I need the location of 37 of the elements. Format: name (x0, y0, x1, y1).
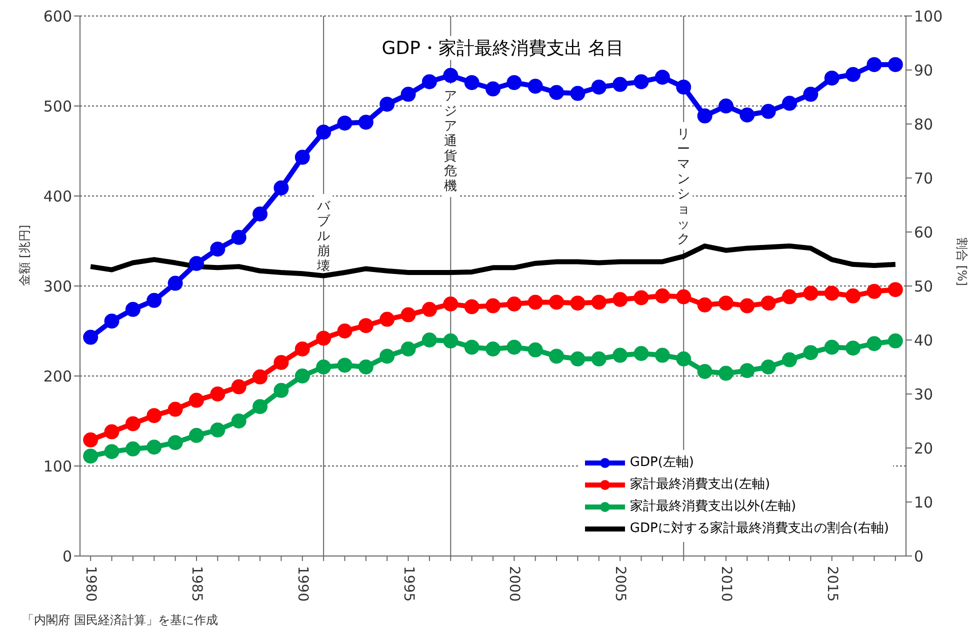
legend-label: 家計最終消費支出(左軸) (630, 476, 770, 494)
y2-tick-label: 70 (914, 169, 934, 188)
y-tick-label: 100 (43, 457, 72, 476)
y2-tick-label: 10 (914, 493, 934, 512)
ref-line-label: アジア通貨危機 (444, 89, 458, 194)
x-tick-label: 2005 (612, 566, 628, 602)
y-tick-label: 500 (43, 97, 72, 116)
x-tick-label: 2015 (824, 566, 840, 602)
y2-tick-label: 40 (914, 331, 934, 350)
x-tick-label: 2010 (718, 566, 734, 602)
x-tick-label: 2000 (506, 566, 522, 602)
text: 「内閣府 国民経済計算」を基に作成 (22, 612, 218, 629)
y2-tick-label: 20 (914, 439, 934, 458)
legend-label: GDPに対する家計最終消費支出の割合(右軸) (630, 520, 889, 538)
y2-tick-label: 0 (914, 547, 924, 566)
y-tick-label: 0 (62, 547, 72, 566)
text: GDP・家計最終消費支出 名目 (358, 36, 648, 60)
x-tick-label: 1995 (400, 566, 416, 602)
legend-label: 家計最終消費支出以外(左軸) (630, 498, 796, 516)
x-tick-label: 1980 (82, 566, 99, 602)
y2-tick-label: 50 (914, 277, 934, 296)
x-tick-label: 1985 (188, 566, 204, 602)
y2-tick-label: 80 (914, 115, 934, 134)
ref-line-label: バブル崩壊 (316, 199, 332, 274)
y-tick-label: 300 (43, 277, 72, 296)
y-axis-title: 金額 [兆円] (17, 224, 32, 286)
y2-tick-label: 30 (914, 385, 934, 404)
y2-tick-label: 90 (914, 61, 934, 80)
y2-tick-label: 100 (914, 7, 943, 26)
y2-tick-label: 60 (914, 223, 934, 242)
legend-label: GDP(左軸) (630, 454, 694, 472)
ref-line-label: リーマンショック (677, 127, 690, 247)
x-tick-label: 1990 (294, 566, 310, 602)
y-tick-label: 200 (43, 367, 72, 386)
y-tick-label: 600 (43, 7, 72, 26)
y-tick-label: 400 (43, 187, 72, 206)
y2-axis-title: 割合 [%] (954, 237, 969, 286)
